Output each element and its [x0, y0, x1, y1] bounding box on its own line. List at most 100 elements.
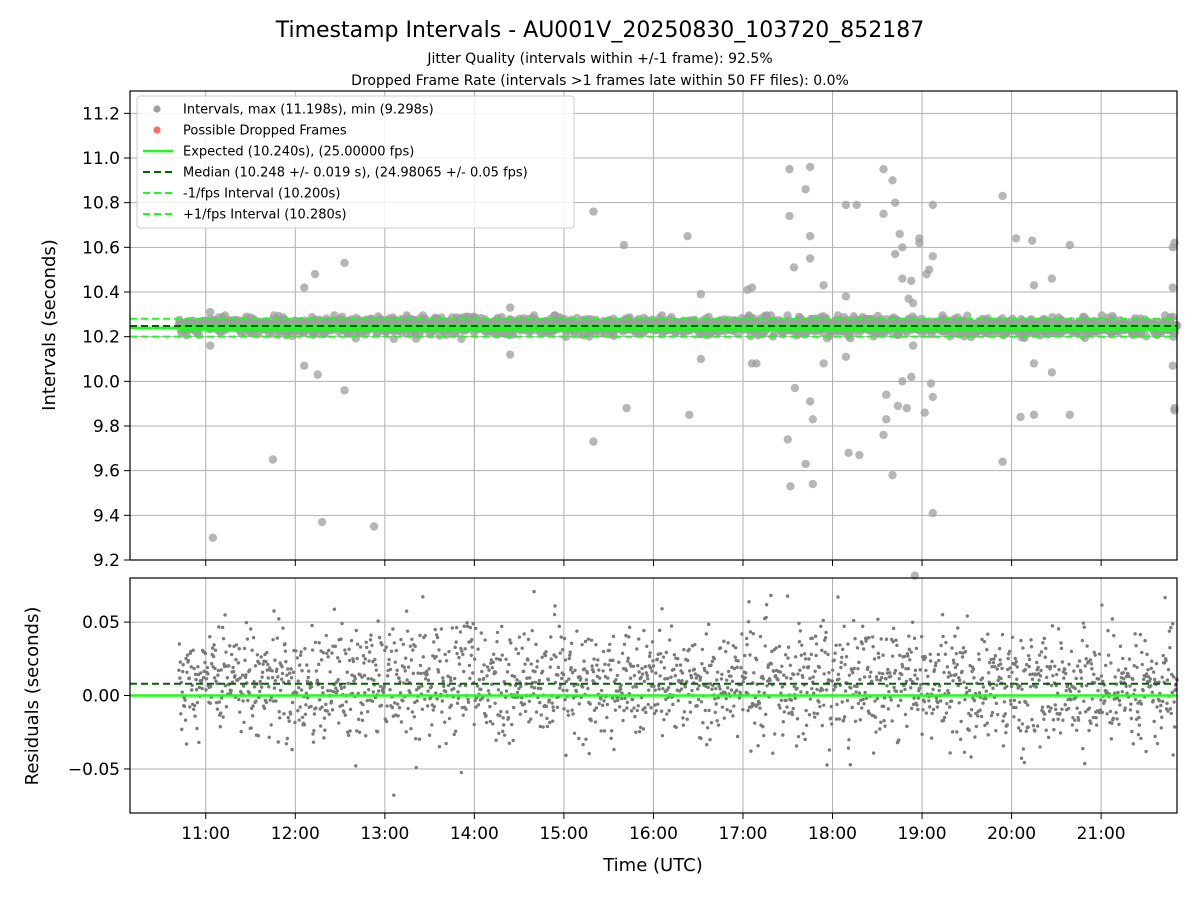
residual-point [751, 632, 756, 636]
residual-point [636, 663, 640, 668]
residual-point [953, 665, 958, 670]
residual-point [213, 666, 217, 671]
residual-point [480, 669, 484, 674]
residual-point [587, 751, 591, 756]
residual-point [459, 770, 464, 775]
residual-point [620, 651, 625, 656]
residual-point [876, 617, 880, 621]
residual-point [1160, 675, 1164, 679]
residual-point [912, 636, 917, 641]
interval-outlier-point [1016, 412, 1025, 422]
residual-point [914, 646, 919, 651]
residual-point [1077, 659, 1082, 663]
residual-point [391, 627, 395, 631]
residual-point [1060, 707, 1064, 711]
interval-outlier-point [882, 415, 891, 424]
residual-point [490, 666, 494, 670]
residual-point [1006, 667, 1010, 672]
residual-point [780, 685, 785, 689]
residual-point [1030, 677, 1035, 681]
residual-point [306, 696, 310, 700]
residual-point [931, 687, 935, 692]
residual-point [883, 724, 887, 728]
residual-point [275, 636, 280, 640]
residual-point [530, 629, 534, 633]
residual-point [696, 674, 700, 678]
residual-point [686, 658, 690, 663]
residual-point [343, 713, 348, 717]
residual-point [319, 649, 323, 653]
residual-point [745, 642, 749, 647]
residual-point [864, 696, 869, 701]
residual-point [729, 674, 733, 678]
residual-point [394, 672, 399, 676]
residual-point [807, 713, 812, 717]
residual-point [741, 680, 746, 684]
residual-point [414, 737, 418, 741]
residual-point [960, 669, 964, 674]
residual-point [290, 747, 294, 752]
residual-point [184, 742, 189, 746]
residual-point [182, 704, 187, 709]
residual-point [854, 690, 858, 694]
residual-point [1135, 665, 1139, 669]
residual-point [405, 678, 409, 682]
residual-point [1172, 725, 1177, 729]
residual-point [482, 663, 486, 667]
residual-point [718, 646, 723, 650]
residual-point [890, 654, 895, 658]
residual-point [1058, 731, 1063, 735]
residual-point [963, 650, 968, 654]
residual-point [653, 703, 657, 707]
residual-point [216, 668, 221, 673]
residual-point [811, 675, 815, 679]
residual-point [558, 651, 562, 655]
residual-point [411, 671, 416, 676]
residual-point [1114, 710, 1118, 715]
residual-point [919, 682, 923, 687]
residual-point [1054, 672, 1059, 677]
residual-point [410, 710, 415, 714]
residual-point [455, 651, 459, 656]
residual-point [273, 658, 277, 662]
residual-point [278, 688, 283, 693]
residual-point [473, 698, 477, 703]
residual-point [249, 726, 253, 730]
residual-point [242, 646, 247, 651]
residual-point [453, 676, 457, 681]
residual-point [502, 733, 507, 737]
residual-point [825, 763, 829, 767]
residual-point [821, 688, 825, 692]
residual-point [285, 673, 289, 677]
residual-point [1172, 700, 1176, 704]
residual-point [1148, 677, 1153, 681]
residual-point [1164, 658, 1168, 663]
residual-point [839, 660, 843, 665]
residual-point [549, 635, 553, 639]
residual-point [522, 632, 526, 636]
residual-point [870, 679, 874, 684]
intervals-y-tick-label-10: 11.2 [82, 104, 120, 124]
residual-point [1146, 668, 1150, 672]
residual-point [860, 624, 865, 629]
residual-point [658, 674, 662, 678]
residual-point [367, 650, 372, 654]
residual-point [765, 684, 769, 688]
residual-point [813, 634, 818, 638]
residual-point [1132, 688, 1137, 692]
intervals-x-ticks [205, 560, 1102, 566]
residual-point [592, 657, 596, 661]
residual-point [358, 673, 362, 677]
residual-point [746, 620, 751, 624]
residual-point [882, 719, 886, 723]
residual-point [1068, 689, 1073, 694]
residual-point [878, 727, 882, 731]
residual-point [505, 670, 510, 674]
residual-point [607, 663, 611, 667]
residual-point [607, 648, 611, 653]
residual-point [594, 642, 598, 647]
residual-point [270, 675, 275, 680]
residual-point [819, 624, 823, 629]
residual-point [1129, 702, 1133, 706]
residual-point [297, 718, 301, 722]
